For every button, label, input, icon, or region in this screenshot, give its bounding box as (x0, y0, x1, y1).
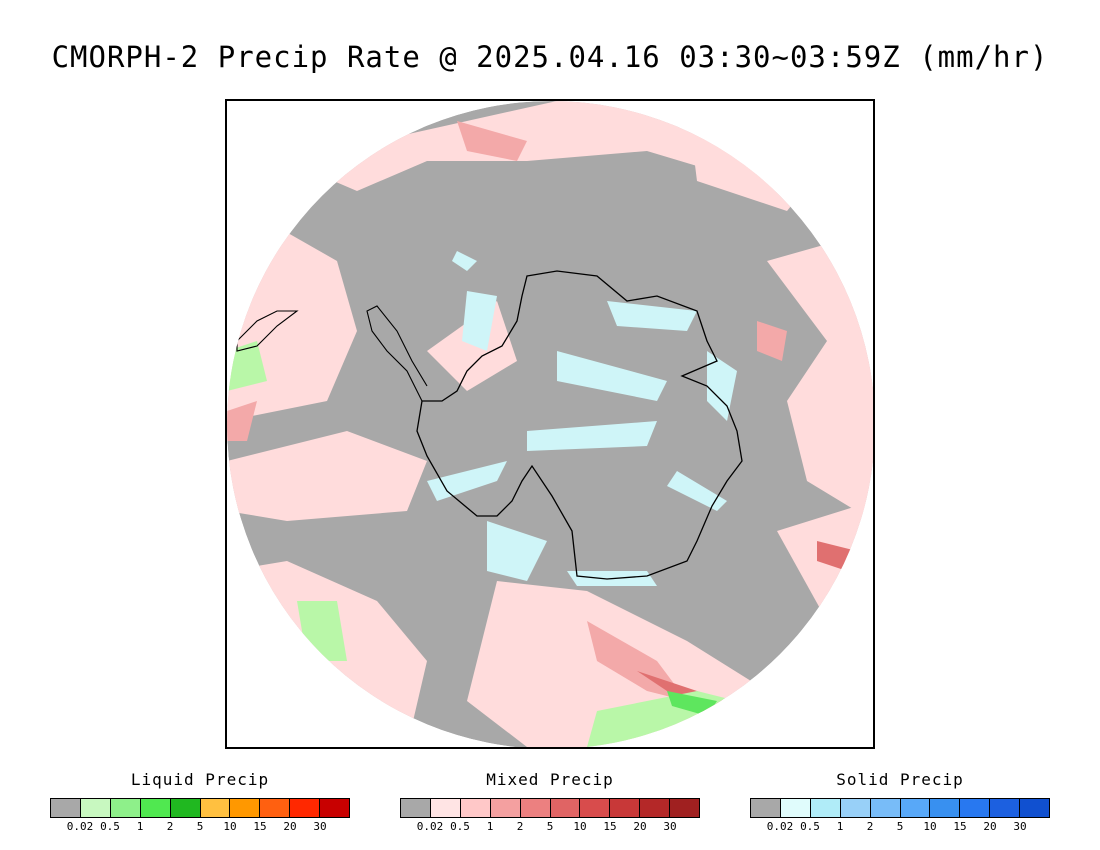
legend-liquid-tick: 2 (166, 820, 174, 833)
legend-solid-swatch (780, 799, 811, 817)
legend-liquid-swatch (230, 799, 261, 817)
legend-liquid-ticks: 0.02 0.5 1 2 5 10 15 20 30 (50, 820, 350, 834)
legend-mixed-tick: 0.5 (450, 820, 470, 833)
legend-solid-swatch (930, 799, 961, 817)
legend-liquid-tick: 0.5 (100, 820, 120, 833)
legend-liquid-bar (50, 798, 350, 818)
legend-solid-bar (750, 798, 1050, 818)
legend-solid: Solid Precip 0.02 0.5 1 2 5 10 15 20 30 (750, 770, 1050, 834)
map-canvas (227, 101, 873, 747)
legend-solid-ticks: 0.02 0.5 1 2 5 10 15 20 30 (750, 820, 1050, 834)
legend-liquid-tick: 15 (253, 820, 267, 833)
legend-liquid-title: Liquid Precip (130, 770, 270, 789)
legend-mixed-swatch (550, 799, 581, 817)
legend-mixed-tick: 5 (546, 820, 554, 833)
legend-mixed-swatch (580, 799, 611, 817)
legend-solid-swatch (751, 799, 781, 817)
legend-liquid: Liquid Precip 0.02 0.5 1 2 5 10 15 20 30 (50, 770, 350, 834)
legend-solid-swatch (810, 799, 841, 817)
legend-liquid-tick: 0.02 (66, 820, 94, 833)
legend-liquid-tick: 1 (136, 820, 144, 833)
precip-background (227, 101, 873, 747)
south-america-coastline (236, 310, 299, 352)
antarctica-coastline (416, 270, 743, 580)
legend-mixed-bar (400, 798, 700, 818)
legend-mixed-tick: 10 (573, 820, 587, 833)
legend-mixed-tick: 2 (516, 820, 524, 833)
legend-mixed-swatch (670, 799, 700, 817)
legend-solid-tick: 2 (866, 820, 874, 833)
legend-solid-tick: 0.5 (800, 820, 820, 833)
legend-liquid-tick: 20 (283, 820, 297, 833)
legend-solid-swatch (840, 799, 871, 817)
legend-solid-tick: 1 (836, 820, 844, 833)
legend-mixed-swatch (401, 799, 431, 817)
legend-liquid-tick: 5 (196, 820, 204, 833)
legend-solid-swatch (1020, 799, 1050, 817)
legend-mixed-tick: 0.02 (416, 820, 444, 833)
legend-mixed-tick: 15 (603, 820, 617, 833)
legend-solid-tick: 15 (953, 820, 967, 833)
legend-mixed-swatch (430, 799, 461, 817)
legend-solid-swatch (990, 799, 1021, 817)
antarctic-peninsula (366, 305, 428, 402)
legend-liquid-swatch (290, 799, 321, 817)
legend-liquid-swatch (200, 799, 231, 817)
legend-solid-tick: 10 (923, 820, 937, 833)
legend-solid-swatch (960, 799, 991, 817)
legend-liquid-tick: 30 (313, 820, 327, 833)
legend-mixed-tick: 30 (663, 820, 677, 833)
legend-solid-title: Solid Precip (836, 770, 964, 789)
legend-mixed-swatch (610, 799, 641, 817)
legend-liquid-swatch (260, 799, 291, 817)
legend-mixed-tick: 1 (486, 820, 494, 833)
legend-solid-swatch (870, 799, 901, 817)
legend-mixed-tick: 20 (633, 820, 647, 833)
legend-solid-tick: 30 (1013, 820, 1027, 833)
legend-mixed-swatch (490, 799, 521, 817)
legend-solid-tick: 20 (983, 820, 997, 833)
legend-solid-swatch (900, 799, 931, 817)
legend-solid-tick: 0.02 (766, 820, 794, 833)
legend-mixed-swatch (640, 799, 671, 817)
legend-mixed-swatch (520, 799, 551, 817)
legend-liquid-swatch (110, 799, 141, 817)
legend-mixed: Mixed Precip 0.02 0.5 1 2 5 10 15 20 30 (400, 770, 700, 834)
legend-liquid-swatch (80, 799, 111, 817)
polar-map (225, 99, 875, 749)
legend-mixed-ticks: 0.02 0.5 1 2 5 10 15 20 30 (400, 820, 700, 834)
legend-liquid-tick: 10 (223, 820, 237, 833)
chart-title: CMORPH-2 Precip Rate @ 2025.04.16 03:30~… (51, 40, 1049, 74)
legend-mixed-title: Mixed Precip (486, 770, 614, 789)
legend-liquid-swatch (140, 799, 171, 817)
legend-liquid-swatch (320, 799, 350, 817)
legend-liquid-swatch (170, 799, 201, 817)
legend-solid-tick: 5 (896, 820, 904, 833)
legend-liquid-swatch (51, 799, 81, 817)
legend-mixed-swatch (460, 799, 491, 817)
